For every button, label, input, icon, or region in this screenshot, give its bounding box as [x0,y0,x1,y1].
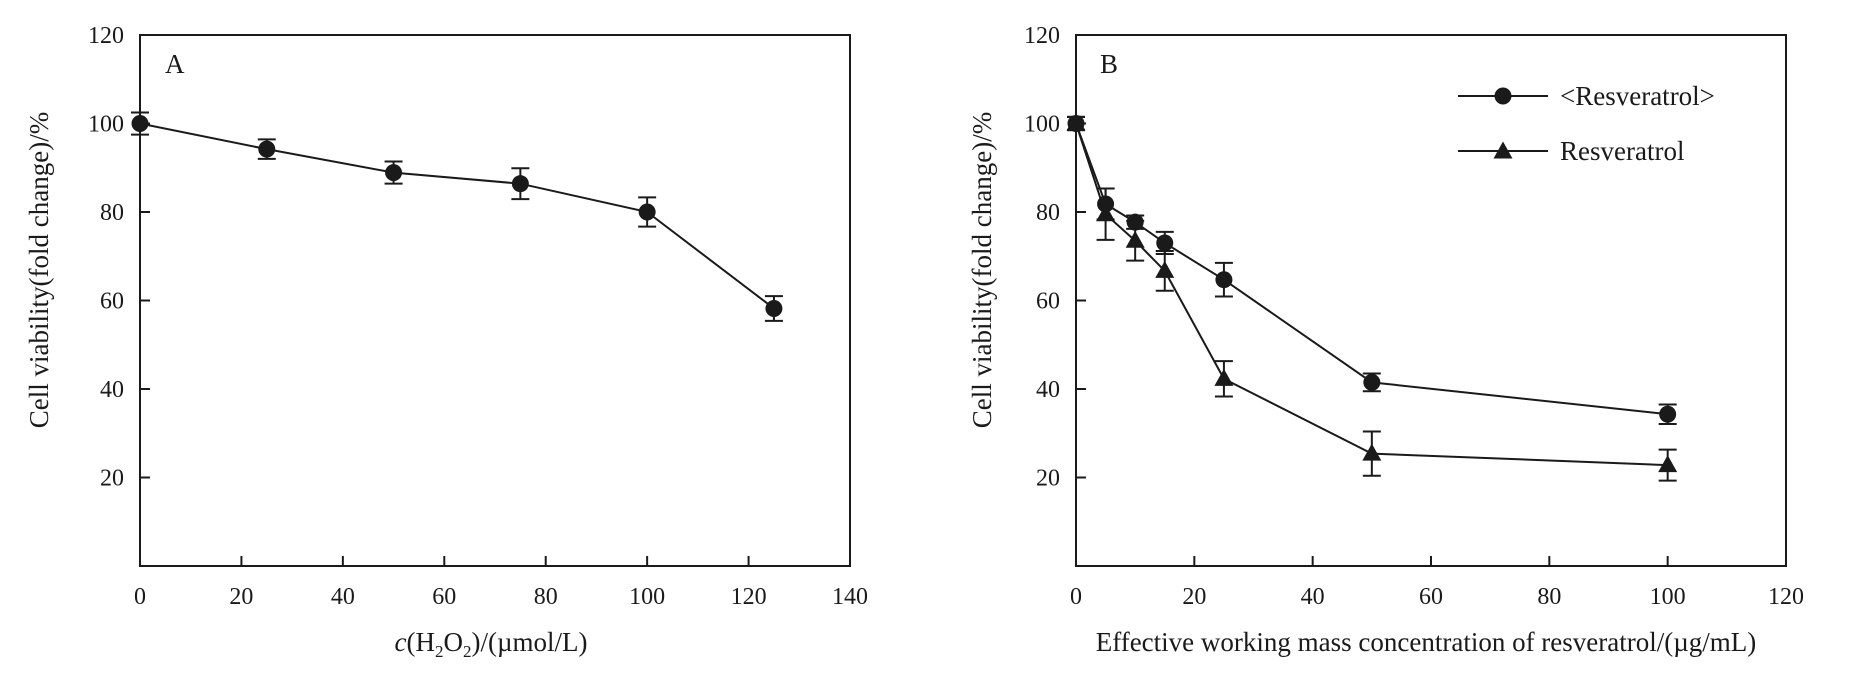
panel-letter-a: A [165,49,185,79]
x-tick-label-b: 0 [1070,584,1082,610]
y-tick-label-b: 100 [1024,112,1060,138]
data-point [1362,443,1382,461]
x-tick-label-a: 80 [534,584,558,610]
plot-area-b: 0 20 40 60 80 100 120 20 40 60 80 100 120 [1024,23,1804,610]
y-tick-label-b: 20 [1036,466,1060,492]
plot-frame-b [1075,34,1787,567]
y-axis-label-a: Cell viability(fold change)/% [24,112,54,428]
y-tick-label-a: 100 [88,112,124,138]
x-axis-label-a-sub1: 2 [435,642,444,661]
x-tick-label-a: 20 [229,584,253,610]
plot-area-a: 0 20 40 60 80 100 120 140 20 40 60 80 100 120 [88,23,868,610]
x-axis-label-a-post: )/(µmol/L) [471,627,587,657]
data-point [1214,368,1234,386]
legend-marker-series-2 [1493,141,1513,159]
data-point [131,115,149,132]
y-tick-label-b: 40 [1036,377,1060,403]
x-tick-label-b: 20 [1182,584,1206,610]
plot-frame-a [139,34,851,567]
y-axis-label-b: Cell viability(fold change)/% [967,112,997,428]
series-line [139,122,775,310]
x-tick-label-a: 100 [629,584,665,610]
x-tick-label-b: 100 [1650,584,1686,610]
y-tick-label-a: 120 [88,23,124,49]
data-point [1363,373,1381,391]
data-point [1125,230,1145,248]
x-axis-label-a-pre: (H [406,627,435,657]
legend-marker-series-1 [1494,87,1512,105]
y-tick-label-a: 80 [100,200,124,226]
x-axis-label-a-mid: O [443,627,463,657]
series-a-1 [131,111,783,322]
data-point [1215,271,1233,289]
x-tick-label-b: 80 [1537,584,1561,610]
y-tick-label-b: 80 [1036,200,1060,226]
x-tick-label-a: 40 [331,584,355,610]
x-tick-label-a: 60 [432,584,456,610]
x-axis-label-a-sub2: 2 [463,642,472,661]
x-axis-label-b: Effective working mass concentration of … [1096,627,1757,657]
data-point [258,140,276,158]
data-point [1156,234,1174,252]
x-tick-label-b: 40 [1301,584,1325,610]
data-point [765,299,783,317]
x-axis-label-a-italic: c [394,627,406,657]
series-b-2 [1066,113,1678,482]
data-point [1658,455,1678,473]
data-point [511,175,529,193]
y-tick-label-b: 120 [1024,23,1060,49]
x-axis-label-a: c(H2O2)/(µmol/L) [394,627,587,661]
data-point [638,203,656,221]
panel-letter-b: B [1100,49,1118,79]
data-point [1659,405,1677,423]
data-point [1096,204,1116,222]
y-tick-label-a: 20 [100,466,124,492]
legend-label-series-1: <Resveratrol> [1560,81,1715,111]
data-point [385,164,403,182]
legend-label-series-2: Resveratrol [1560,136,1684,166]
series-line [1075,123,1668,467]
y-tick-label-a: 40 [100,377,124,403]
x-tick-label-b: 60 [1419,584,1443,610]
y-tick-label-a: 60 [100,289,124,315]
data-point [1155,260,1175,278]
x-tick-label-a: 0 [134,584,146,610]
x-tick-label-b: 120 [1768,584,1804,610]
x-tick-label-a: 140 [832,584,868,610]
x-tick-label-a: 120 [731,584,767,610]
legend: <Resveratrol> Resveratrol [1458,81,1715,166]
y-tick-label-b: 60 [1036,289,1060,315]
data-point [1066,113,1086,131]
